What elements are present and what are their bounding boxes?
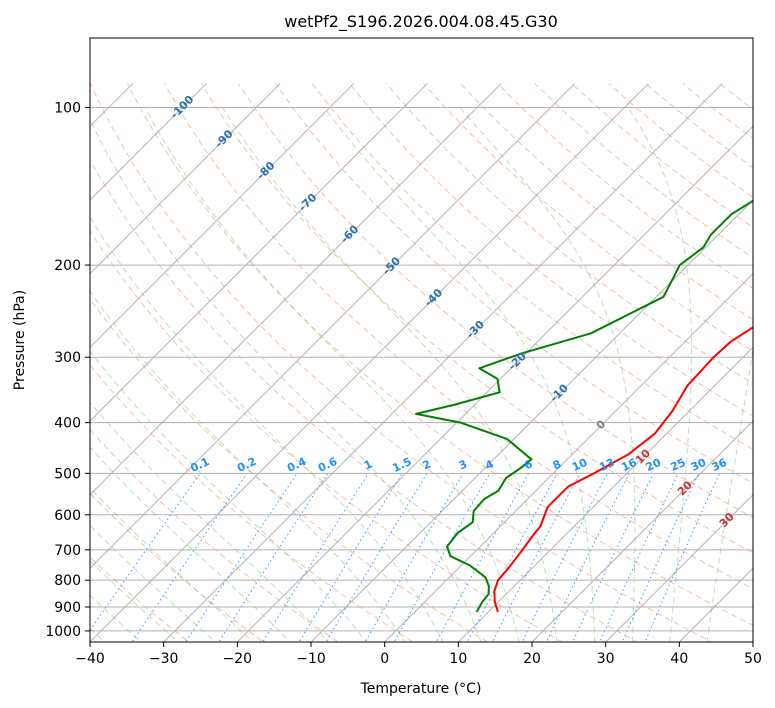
isotherms [90,83,753,642]
mixing-ratio-label: 36 [710,456,730,474]
x-tick-label: 10 [449,651,467,667]
mixing-ratio-label: 10 [570,456,590,474]
isotherm-line [90,83,428,422]
dry-adiabat [90,298,489,642]
isotherm-line [90,83,207,201]
moist-adiabat [144,107,520,642]
moist-adiabat [627,107,692,642]
dry-adiabat [349,83,753,417]
isotherm-line [604,493,753,642]
x-tick-label: −30 [149,651,179,667]
x-tick-label: 20 [523,651,541,667]
mixing-ratio-label: 30 [689,456,709,474]
x-tick-label: 40 [670,651,688,667]
y-tick-label: 100 [54,101,81,117]
isotherm-line [90,83,649,642]
y-axis-title: Pressure (hPa) [12,290,28,390]
dewpoint-profile-line [415,199,753,613]
x-tick-label: −40 [75,651,105,667]
isotherm-line [90,83,355,349]
isotherm-line [90,83,576,570]
moist-adiabat [459,107,636,642]
mixing-ratio-label: 13 [597,456,616,474]
isotherm-line [90,83,502,496]
isotherm-line [310,199,753,642]
dry-adiabat [163,83,753,590]
dry-adiabat [237,83,753,519]
x-tick-label: −20 [223,651,253,667]
isotherm-line [531,420,753,642]
x-tick-label: 50 [744,651,762,667]
dry-adiabat [126,83,753,626]
x-tick-label: 30 [597,651,615,667]
y-tick-label: 1000 [45,624,81,640]
pressure-gridlines [90,107,753,632]
moist-adiabat [90,118,482,642]
y-tick-label: 600 [54,508,81,524]
x-tick-label: −10 [296,651,326,667]
isotherm-line [236,125,753,642]
y-tick-label: 400 [54,416,81,432]
y-tick-label: 900 [54,600,81,616]
temperature-profile-line [493,326,753,613]
dry-adiabat [90,83,713,642]
series-layer [415,199,753,613]
x-axis-title: Temperature (°C) [360,681,482,697]
chart-title: wetPf2_S196.2026.004.08.45.G30 [284,12,558,32]
y-axis: 1000 900 800 700 600 500 400 300 200 100 [45,101,90,640]
plot-area: -100-90-80-70-60-50-40-30-20-10010203040… [90,83,753,642]
isotherm-line [457,346,753,642]
y-tick-label: 300 [54,350,81,366]
plot-frame [89,37,754,643]
moist-adiabat [90,216,444,642]
dry-adiabat [312,83,753,450]
dry-adiabat [90,492,265,642]
x-axis: −40 −30 −20 −10 0 10 20 30 40 50 [75,642,762,667]
moist-adiabat [90,290,406,642]
mixing-ratio-label: 25 [668,456,687,474]
isotherm-line [90,83,281,275]
y-tick-label: 500 [54,466,81,482]
dry-adiabat [90,230,564,642]
y-tick-label: 800 [54,573,81,589]
isotherm-line [383,272,753,642]
mixing-ratio-label: 20 [644,456,664,474]
dry-adiabat [90,556,190,642]
moist-adiabat [90,524,216,642]
x-tick-label: 0 [380,651,389,667]
y-tick-label: 200 [54,258,81,274]
y-tick-label: 700 [54,543,81,559]
moist-adiabat [90,446,291,642]
isotherm-line [162,83,723,642]
mixing-ratio-label: 16 [619,456,639,474]
moist-adiabat [90,401,329,642]
moist-adiabat [90,594,142,642]
